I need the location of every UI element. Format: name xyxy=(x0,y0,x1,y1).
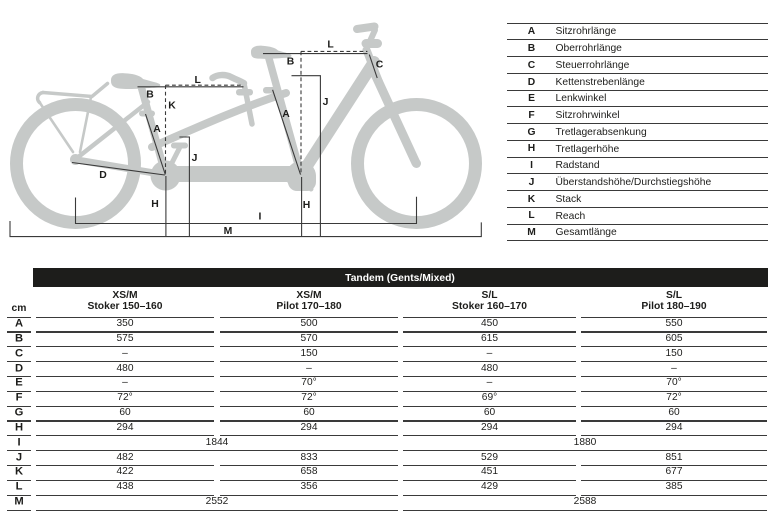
svg-text:H: H xyxy=(151,199,159,210)
svg-text:H: H xyxy=(303,200,311,211)
svg-text:I: I xyxy=(259,212,262,223)
svg-text:L: L xyxy=(327,40,334,51)
svg-text:M: M xyxy=(224,226,233,237)
svg-text:A: A xyxy=(153,124,161,135)
svg-text:K: K xyxy=(168,101,176,112)
svg-text:L: L xyxy=(195,75,202,86)
svg-text:J: J xyxy=(323,97,329,108)
svg-text:J: J xyxy=(192,153,198,164)
svg-text:B: B xyxy=(287,57,295,68)
svg-text:A: A xyxy=(282,109,290,120)
svg-text:C: C xyxy=(376,60,384,71)
svg-text:B: B xyxy=(146,90,154,101)
svg-text:D: D xyxy=(99,170,107,181)
